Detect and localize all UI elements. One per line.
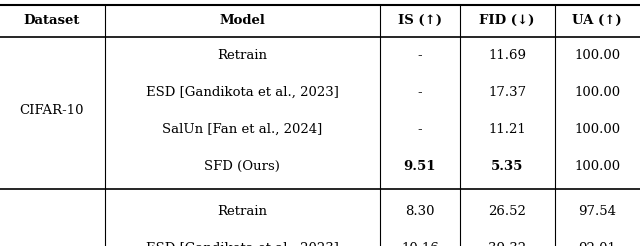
Text: Dataset: Dataset <box>24 14 80 27</box>
Text: -: - <box>418 123 422 136</box>
Text: 10.16: 10.16 <box>401 242 439 246</box>
Text: 8.30: 8.30 <box>405 205 435 218</box>
Text: ESD [Gandikota et al., 2023]: ESD [Gandikota et al., 2023] <box>145 86 339 99</box>
Text: 100.00: 100.00 <box>574 123 620 136</box>
Text: 5.35: 5.35 <box>491 160 523 173</box>
Text: 100.00: 100.00 <box>574 49 620 62</box>
Text: UA (↑): UA (↑) <box>572 14 622 27</box>
Text: ESD [Gandikota et al., 2023]: ESD [Gandikota et al., 2023] <box>145 242 339 246</box>
Text: 17.37: 17.37 <box>488 86 526 99</box>
Text: 11.69: 11.69 <box>488 49 526 62</box>
Text: 100.00: 100.00 <box>574 86 620 99</box>
Text: 92.01: 92.01 <box>578 242 616 246</box>
Text: IS (↑): IS (↑) <box>398 14 442 27</box>
Text: SFD (Ours): SFD (Ours) <box>204 160 280 173</box>
Text: Retrain: Retrain <box>217 205 267 218</box>
Text: FID (↓): FID (↓) <box>479 14 534 27</box>
Text: 26.52: 26.52 <box>488 205 526 218</box>
Text: SalUn [Fan et al., 2024]: SalUn [Fan et al., 2024] <box>162 123 322 136</box>
Text: -: - <box>418 86 422 99</box>
Text: -: - <box>418 49 422 62</box>
Text: Model: Model <box>219 14 265 27</box>
Text: 11.21: 11.21 <box>488 123 526 136</box>
Text: Retrain: Retrain <box>217 49 267 62</box>
Text: 9.51: 9.51 <box>404 160 436 173</box>
Text: 100.00: 100.00 <box>574 160 620 173</box>
Text: CIFAR-10: CIFAR-10 <box>20 105 84 118</box>
Text: 39.32: 39.32 <box>488 242 526 246</box>
Text: 97.54: 97.54 <box>578 205 616 218</box>
